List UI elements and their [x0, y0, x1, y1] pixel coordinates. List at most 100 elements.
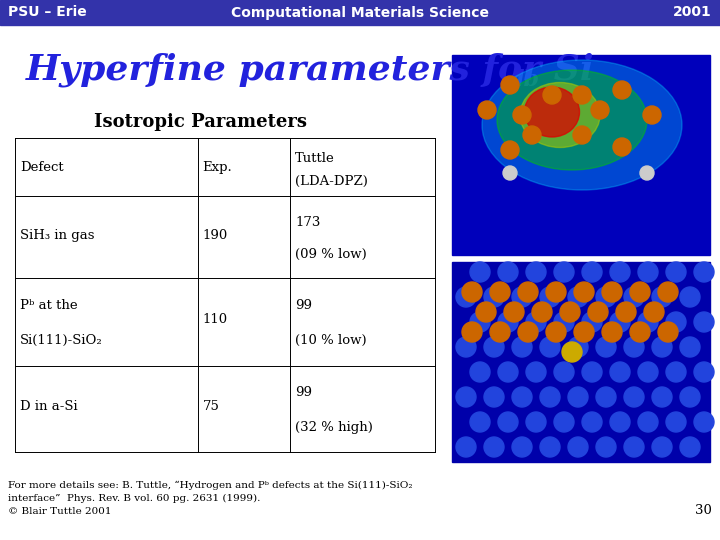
Circle shape — [694, 362, 714, 382]
Circle shape — [546, 322, 566, 342]
Circle shape — [554, 412, 574, 432]
Text: 2001: 2001 — [673, 5, 712, 19]
Circle shape — [602, 282, 622, 302]
Circle shape — [638, 262, 658, 282]
Circle shape — [462, 322, 482, 342]
Text: 99: 99 — [295, 299, 312, 312]
Circle shape — [643, 106, 661, 124]
Circle shape — [484, 337, 504, 357]
Circle shape — [490, 322, 510, 342]
Circle shape — [591, 101, 609, 119]
Circle shape — [582, 412, 602, 432]
Circle shape — [624, 437, 644, 457]
Circle shape — [640, 166, 654, 180]
Circle shape — [554, 312, 574, 332]
Circle shape — [504, 302, 524, 322]
Circle shape — [554, 362, 574, 382]
Circle shape — [456, 287, 476, 307]
Circle shape — [644, 302, 664, 322]
Circle shape — [512, 337, 532, 357]
Circle shape — [476, 302, 496, 322]
Text: SiH₃ in gas: SiH₃ in gas — [20, 229, 94, 242]
Circle shape — [630, 322, 650, 342]
Circle shape — [543, 86, 561, 104]
Circle shape — [478, 101, 496, 119]
Circle shape — [652, 337, 672, 357]
Text: Computational Materials Science: Computational Materials Science — [231, 5, 489, 19]
Circle shape — [513, 106, 531, 124]
Text: interface”  Phys. Rev. B vol. 60 pg. 2631 (1999).: interface” Phys. Rev. B vol. 60 pg. 2631… — [8, 494, 261, 503]
Circle shape — [666, 312, 686, 332]
Circle shape — [532, 302, 552, 322]
Circle shape — [540, 387, 560, 407]
Circle shape — [503, 166, 517, 180]
Circle shape — [573, 126, 591, 144]
Circle shape — [613, 138, 631, 156]
Text: db: db — [509, 69, 540, 91]
Circle shape — [596, 387, 616, 407]
Circle shape — [462, 282, 482, 302]
Circle shape — [573, 86, 591, 104]
Circle shape — [518, 282, 538, 302]
Circle shape — [630, 282, 650, 302]
Circle shape — [490, 282, 510, 302]
Circle shape — [680, 387, 700, 407]
Circle shape — [456, 437, 476, 457]
Circle shape — [568, 387, 588, 407]
Circle shape — [470, 412, 490, 432]
Circle shape — [658, 282, 678, 302]
Circle shape — [694, 312, 714, 332]
Text: Defect: Defect — [20, 161, 63, 174]
Circle shape — [456, 337, 476, 357]
Text: 75: 75 — [203, 400, 220, 413]
Circle shape — [498, 262, 518, 282]
Circle shape — [523, 126, 541, 144]
Circle shape — [610, 262, 630, 282]
Circle shape — [512, 437, 532, 457]
Text: (32 % high): (32 % high) — [295, 421, 373, 434]
Circle shape — [526, 412, 546, 432]
Circle shape — [624, 337, 644, 357]
Text: 30: 30 — [695, 504, 712, 517]
Circle shape — [470, 262, 490, 282]
Text: 99: 99 — [295, 387, 312, 400]
Circle shape — [540, 337, 560, 357]
Circle shape — [484, 287, 504, 307]
Text: (09 % low): (09 % low) — [295, 248, 367, 261]
Circle shape — [526, 312, 546, 332]
Circle shape — [498, 412, 518, 432]
Bar — [452, 55, 710, 255]
Circle shape — [546, 282, 566, 302]
Bar — [0, 0, 720, 25]
Circle shape — [518, 322, 538, 342]
Circle shape — [568, 287, 588, 307]
Circle shape — [582, 362, 602, 382]
Circle shape — [616, 302, 636, 322]
Circle shape — [658, 322, 678, 342]
Circle shape — [512, 287, 532, 307]
Ellipse shape — [520, 83, 600, 147]
Circle shape — [610, 362, 630, 382]
Text: 110: 110 — [203, 313, 228, 326]
Circle shape — [666, 262, 686, 282]
Circle shape — [638, 362, 658, 382]
Circle shape — [574, 322, 594, 342]
Ellipse shape — [497, 70, 647, 170]
Text: Isotropic Parameters: Isotropic Parameters — [94, 113, 307, 131]
Text: Exp.: Exp. — [203, 161, 233, 174]
Circle shape — [652, 387, 672, 407]
Circle shape — [484, 437, 504, 457]
Circle shape — [624, 387, 644, 407]
Circle shape — [501, 141, 519, 159]
Ellipse shape — [482, 60, 682, 190]
Circle shape — [526, 262, 546, 282]
Text: 173: 173 — [295, 215, 320, 228]
Circle shape — [694, 262, 714, 282]
Circle shape — [680, 287, 700, 307]
Text: 190: 190 — [203, 229, 228, 242]
Circle shape — [666, 362, 686, 382]
Text: D in a-Si: D in a-Si — [20, 400, 78, 413]
Text: © Blair Tuttle 2001: © Blair Tuttle 2001 — [8, 507, 112, 516]
Circle shape — [596, 437, 616, 457]
Circle shape — [596, 287, 616, 307]
